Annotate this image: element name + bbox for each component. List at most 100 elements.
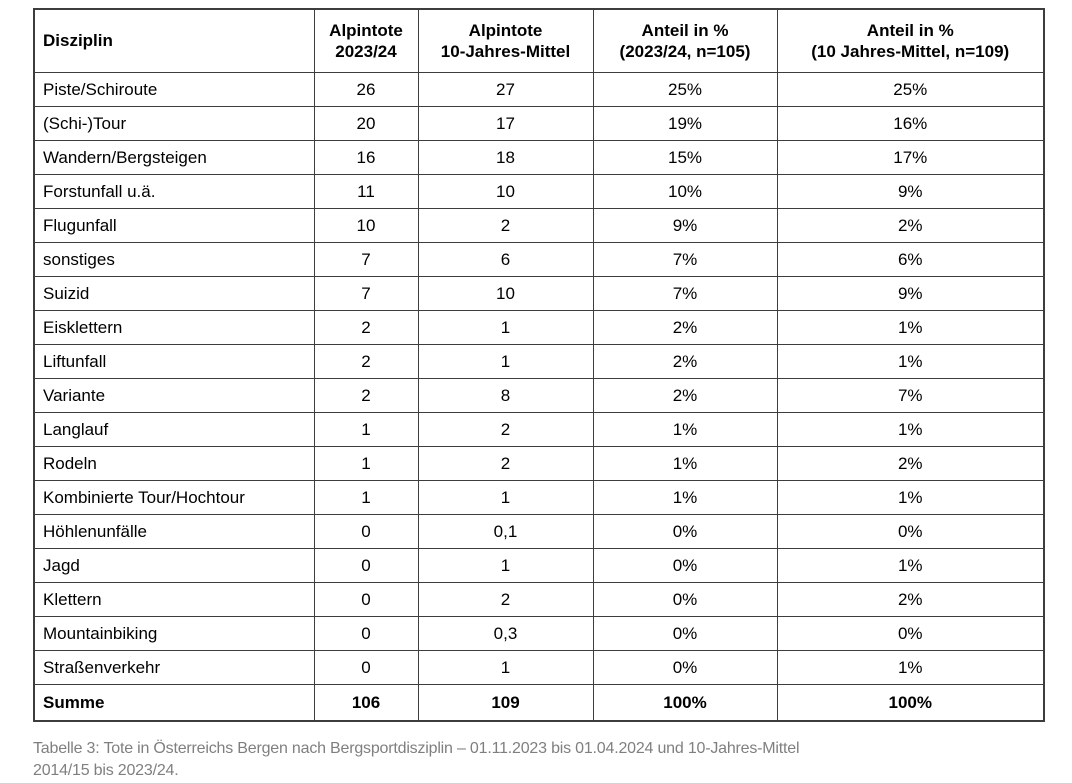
- value-cell: 1%: [776, 344, 1045, 379]
- value-cell: 10: [313, 208, 419, 243]
- value-cell: 1: [313, 446, 419, 481]
- discipline-cell: Straßenverkehr: [33, 650, 315, 685]
- value-cell: 0%: [776, 514, 1045, 549]
- discipline-cell: Klettern: [33, 582, 315, 617]
- value-cell: 1%: [592, 446, 778, 481]
- value-cell: 2%: [776, 208, 1045, 243]
- value-cell: 10: [417, 276, 594, 311]
- table-row: Flugunfall 10 2 9% 2%: [33, 208, 1045, 243]
- value-cell: 1: [417, 650, 594, 685]
- value-cell: 2: [313, 378, 419, 413]
- value-cell: 0%: [776, 616, 1045, 651]
- value-cell: 18: [417, 140, 594, 175]
- value-cell: 10: [417, 174, 594, 209]
- value-cell: 1%: [592, 412, 778, 447]
- discipline-cell: Kombinierte Tour/Hochtour: [33, 480, 315, 515]
- value-cell: 1%: [776, 650, 1045, 685]
- value-cell: 7%: [776, 378, 1045, 413]
- value-cell: 9%: [776, 276, 1045, 311]
- discipline-cell: Flugunfall: [33, 208, 315, 243]
- value-cell: 17: [417, 106, 594, 141]
- value-cell: 7: [313, 276, 419, 311]
- value-cell: 10%: [592, 174, 778, 209]
- value-cell: 2: [313, 310, 419, 345]
- value-cell: 27: [417, 72, 594, 107]
- value-cell: 11: [313, 174, 419, 209]
- table-row: Höhlenunfälle 0 0,1 0% 0%: [33, 514, 1045, 549]
- value-cell: 0%: [592, 616, 778, 651]
- value-cell: 6%: [776, 242, 1045, 277]
- value-cell: 2: [417, 412, 594, 447]
- value-cell: 100%: [592, 684, 778, 722]
- value-cell: 17%: [776, 140, 1045, 175]
- table-body: Piste/Schiroute 26 27 25% 25% (Schi-)Tour 20 17…: [33, 72, 1045, 722]
- value-cell: 2%: [776, 582, 1045, 617]
- value-cell: 20: [313, 106, 419, 141]
- total-row: Summe 106 109 100% 100%: [33, 684, 1045, 722]
- value-cell: 1%: [776, 480, 1045, 515]
- table-row: Jagd 0 1 0% 1%: [33, 548, 1045, 583]
- table-row: Forstunfall u.ä. 11 10 10% 9%: [33, 174, 1045, 209]
- value-cell: 26: [313, 72, 419, 107]
- column-header-anteil-2023-24: Anteil in % (2023/24, n=105): [592, 8, 778, 73]
- discipline-cell: Höhlenunfälle: [33, 514, 315, 549]
- value-cell: 0: [313, 616, 419, 651]
- value-cell: 0%: [592, 650, 778, 685]
- value-cell: 1%: [776, 548, 1045, 583]
- column-header-alpintote-10-jahres-mittel: Alpintote 10-Jahres-Mittel: [417, 8, 594, 73]
- value-cell: 25%: [776, 72, 1045, 107]
- value-cell: 0: [313, 514, 419, 549]
- value-cell: 1: [313, 412, 419, 447]
- discipline-cell: Eisklettern: [33, 310, 315, 345]
- value-cell: 7: [313, 242, 419, 277]
- value-cell: 2: [313, 344, 419, 379]
- value-cell: 1%: [776, 412, 1045, 447]
- discipline-cell: Mountainbiking: [33, 616, 315, 651]
- value-cell: 0,3: [417, 616, 594, 651]
- header-row: Disziplin Alpintote 2023/24 Alpintote 10…: [33, 8, 1045, 73]
- value-cell: 0: [313, 650, 419, 685]
- statistics-table-container: Disziplin Alpintote 2023/24 Alpintote 10…: [33, 8, 1045, 722]
- table-row: Variante 2 8 2% 7%: [33, 378, 1045, 413]
- value-cell: 8: [417, 378, 594, 413]
- value-cell: 2: [417, 208, 594, 243]
- table-row: Klettern 0 2 0% 2%: [33, 582, 1045, 617]
- table-row: Kombinierte Tour/Hochtour 1 1 1% 1%: [33, 480, 1045, 515]
- table-caption: Tabelle 3: Tote in Österreichs Bergen na…: [33, 740, 800, 779]
- value-cell: 1: [417, 310, 594, 345]
- discipline-cell: sonstiges: [33, 242, 315, 277]
- value-cell: 16%: [776, 106, 1045, 141]
- value-cell: 1: [417, 548, 594, 583]
- table-row: Eisklettern 2 1 2% 1%: [33, 310, 1045, 345]
- value-cell: 0: [313, 582, 419, 617]
- discipline-cell: Jagd: [33, 548, 315, 583]
- table-header: Disziplin Alpintote 2023/24 Alpintote 10…: [33, 8, 1045, 73]
- discipline-cell: (Schi-)Tour: [33, 106, 315, 141]
- table-row: Piste/Schiroute 26 27 25% 25%: [33, 72, 1045, 107]
- column-header-disziplin: Disziplin: [33, 8, 315, 73]
- discipline-cell: Forstunfall u.ä.: [33, 174, 315, 209]
- value-cell: 2%: [592, 344, 778, 379]
- alpine-fatalities-table: Disziplin Alpintote 2023/24 Alpintote 10…: [33, 8, 1045, 722]
- discipline-cell: Piste/Schiroute: [33, 72, 315, 107]
- table-row: Straßenverkehr 0 1 0% 1%: [33, 650, 1045, 685]
- value-cell: 2: [417, 582, 594, 617]
- table-row: Wandern/Bergsteigen 16 18 15% 17%: [33, 140, 1045, 175]
- value-cell: 1: [417, 344, 594, 379]
- value-cell: 0%: [592, 514, 778, 549]
- value-cell: 0: [313, 548, 419, 583]
- column-header-alpintote-2023-24: Alpintote 2023/24: [313, 8, 419, 73]
- value-cell: 0%: [592, 548, 778, 583]
- table-row: sonstiges 7 6 7% 6%: [33, 242, 1045, 277]
- value-cell: 15%: [592, 140, 778, 175]
- table-row: Liftunfall 2 1 2% 1%: [33, 344, 1045, 379]
- table-row: (Schi-)Tour 20 17 19% 16%: [33, 106, 1045, 141]
- value-cell: 1: [313, 480, 419, 515]
- value-cell: 1%: [592, 480, 778, 515]
- value-cell: 100%: [776, 684, 1045, 722]
- table-row: Suizid 7 10 7% 9%: [33, 276, 1045, 311]
- discipline-cell: Rodeln: [33, 446, 315, 481]
- table-row: Rodeln 1 2 1% 2%: [33, 446, 1045, 481]
- value-cell: 7%: [592, 242, 778, 277]
